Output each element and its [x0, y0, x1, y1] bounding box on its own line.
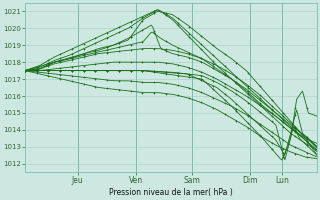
X-axis label: Pression niveau de la mer( hPa ): Pression niveau de la mer( hPa ) [109, 188, 233, 197]
